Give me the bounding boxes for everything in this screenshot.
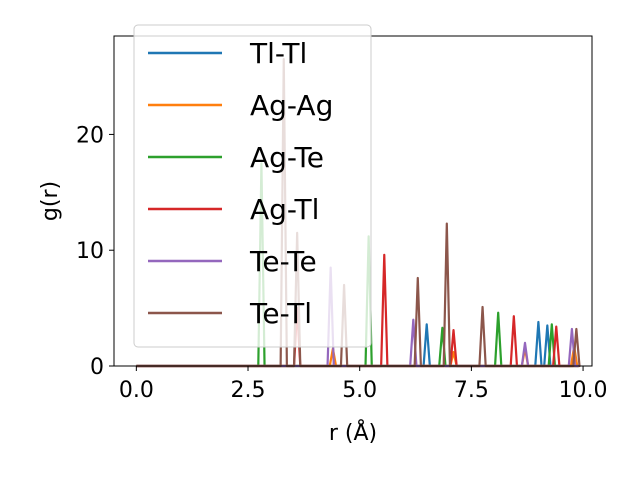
y-axis: 0 10 20	[76, 123, 114, 380]
x-tick-label: 2.5	[231, 378, 266, 403]
x-tick-label: 10.0	[559, 378, 608, 403]
legend-label-te-te: Te-Te	[249, 245, 317, 278]
y-axis-label: g(r)	[38, 181, 63, 221]
y-tick-label: 0	[90, 355, 104, 380]
x-tick-label: 0.0	[119, 378, 154, 403]
legend-label-ag-te: Ag-Te	[250, 141, 324, 174]
legend-label-te-tl: Te-Tl	[249, 297, 312, 330]
legend-label-ag-ag: Ag-Ag	[250, 89, 333, 122]
series-line-tl-tl	[136, 320, 579, 368]
y-tick-label: 10	[76, 239, 104, 264]
legend-label-ag-tl: Ag-Tl	[250, 193, 319, 226]
x-axis-label: r (Å)	[329, 419, 377, 446]
legend: Tl-Tl Ag-Ag Ag-Te Ag-Tl Te-Te Te-Tl	[133, 24, 372, 348]
x-axis: 0.0 2.5 5.0 7.5 10.0	[119, 366, 608, 403]
x-tick-label: 7.5	[454, 378, 489, 403]
y-tick-label: 20	[76, 123, 104, 148]
legend-label-tl-tl: Tl-Tl	[249, 37, 307, 70]
x-tick-label: 5.0	[342, 378, 377, 403]
